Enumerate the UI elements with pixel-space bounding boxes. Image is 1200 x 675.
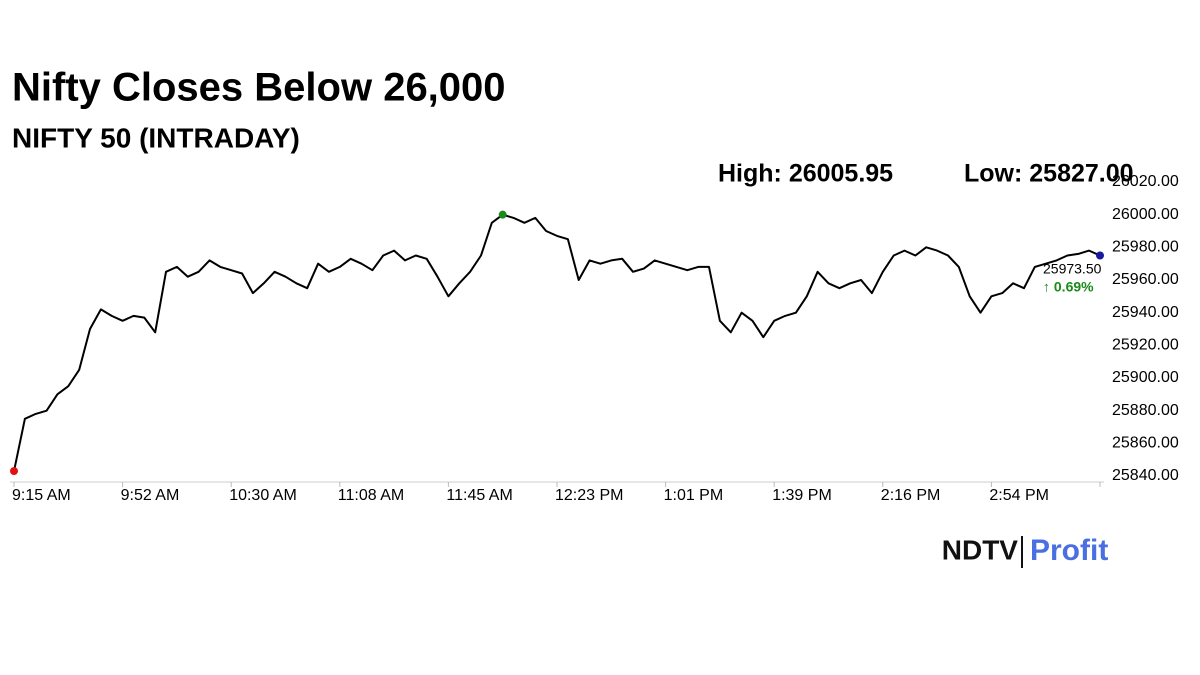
x-tick-label: 9:52 AM bbox=[121, 487, 180, 504]
logo-ndtv: NDTV bbox=[942, 534, 1019, 565]
open-dot bbox=[10, 467, 18, 476]
change-label: ↑ 0.69% bbox=[1043, 279, 1094, 295]
chart-subtitle: NIFTY 50 (INTRADAY) bbox=[12, 122, 300, 153]
price-line bbox=[13, 213, 1101, 472]
y-tick-label: 25900.00 bbox=[1112, 369, 1179, 386]
x-tick-label: 1:39 PM bbox=[772, 487, 832, 504]
y-tick-label: 26000.00 bbox=[1112, 206, 1179, 223]
x-tick-label: 12:23 PM bbox=[555, 487, 623, 504]
x-tick-label: 10:30 AM bbox=[229, 487, 297, 504]
y-tick-label: 25860.00 bbox=[1112, 435, 1179, 452]
chart-title: Nifty Closes Below 26,000 bbox=[12, 66, 506, 110]
y-tick-label: 25920.00 bbox=[1112, 337, 1179, 354]
x-tick-label: 9:15 AM bbox=[12, 487, 71, 504]
x-tick-label: 11:08 AM bbox=[338, 487, 404, 504]
y-tick-label: 25980.00 bbox=[1112, 239, 1179, 256]
logo-profit: Profit bbox=[1030, 534, 1108, 567]
low-label: Low: 25827.00 bbox=[964, 160, 1134, 188]
y-tick-label: 25880.00 bbox=[1112, 402, 1179, 419]
y-tick-label: 25960.00 bbox=[1112, 271, 1179, 288]
high-label: High: 26005.95 bbox=[718, 160, 893, 188]
y-tick-label: 26020.00 bbox=[1112, 173, 1179, 190]
y-tick-label: 25840.00 bbox=[1112, 467, 1179, 484]
x-tick-label: 11:45 AM bbox=[446, 487, 512, 504]
y-tick-label: 25940.00 bbox=[1112, 304, 1179, 321]
x-tick-label: 1:01 PM bbox=[664, 487, 724, 504]
high-dot bbox=[498, 210, 507, 219]
x-tick-label: 2:54 PM bbox=[989, 487, 1049, 504]
x-tick-label: 2:16 PM bbox=[881, 487, 941, 504]
close-dot bbox=[1096, 251, 1104, 260]
last-price: 25973.50 bbox=[1043, 261, 1102, 277]
